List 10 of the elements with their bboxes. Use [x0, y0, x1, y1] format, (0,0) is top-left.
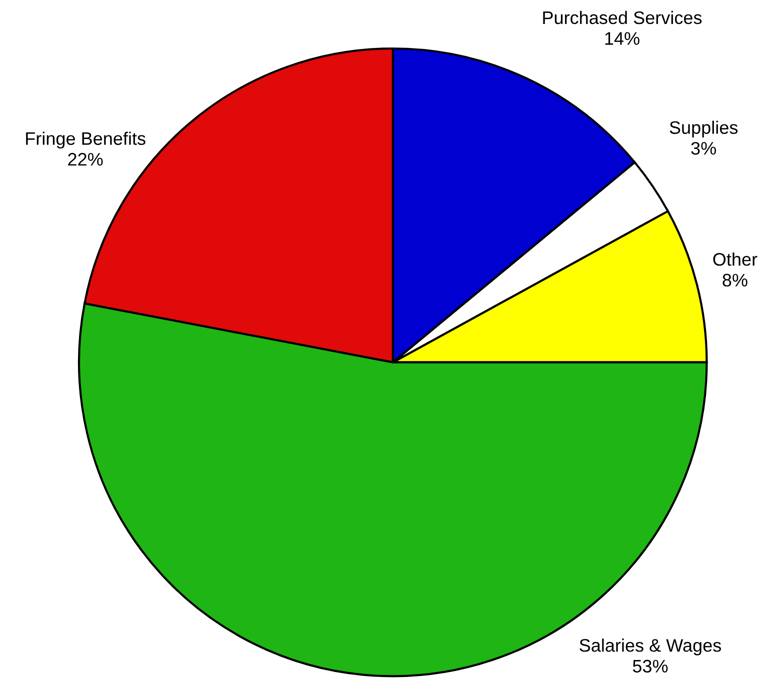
- slice-label: Supplies: [670, 120, 738, 138]
- data-label: 22%: [68, 152, 103, 166]
- data-label: 3%: [691, 142, 716, 155]
- slice-label: Fringe Benefits: [26, 132, 146, 149]
- slice-label: Salaries & Wages: [580, 638, 721, 656]
- data-label: 14%: [605, 32, 640, 45]
- slice-label: Purchased Services: [543, 10, 702, 24]
- data-label: 53%: [632, 660, 668, 673]
- data-label: 8%: [722, 274, 748, 287]
- slice-label: Other: [713, 252, 758, 266]
